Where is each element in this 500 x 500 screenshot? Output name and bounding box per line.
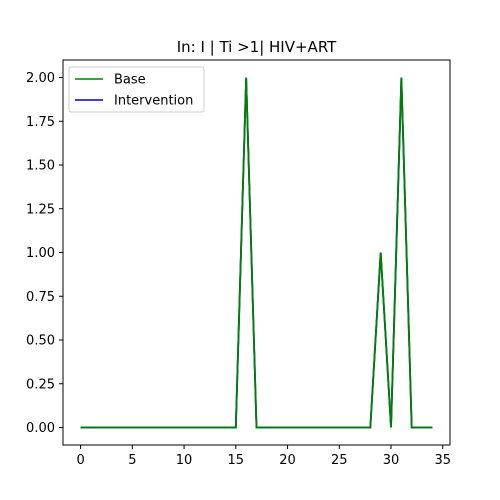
chart-title: In: I | Ti >1| HIV+ART — [177, 38, 337, 56]
x-tick-label: 30 — [383, 453, 400, 468]
y-tick-label: 1.00 — [26, 246, 55, 261]
x-tick-label: 35 — [434, 453, 451, 468]
x-tick-label: 0 — [76, 453, 84, 468]
x-tick-label: 20 — [279, 453, 296, 468]
y-tick-label: 0.25 — [26, 377, 55, 392]
y-tick-label: 1.25 — [26, 202, 55, 217]
y-tick-label: 2.00 — [26, 71, 55, 86]
x-tick-label: 25 — [331, 453, 348, 468]
ticks: 0 5 10 15 20 25 30 35 0.00 0.25 0.50 0.75 1.00 1.25 1.… — [26, 71, 451, 468]
x-tick-label: 5 — [128, 453, 136, 468]
y-tick-label: 0.50 — [26, 334, 55, 349]
y-tick-label: 1.50 — [26, 159, 55, 174]
x-tick-label: 15 — [228, 453, 245, 468]
x-tick-label: 10 — [176, 453, 193, 468]
plot-area — [80, 77, 433, 429]
y-tick-label: 0.75 — [26, 290, 55, 305]
legend-label-intervention: Intervention — [114, 94, 193, 109]
y-tick-label: 0.00 — [26, 421, 55, 436]
y-tick-label: 1.75 — [26, 115, 55, 130]
legend: Base Intervention — [68, 66, 205, 113]
legend-label-base: Base — [114, 73, 146, 88]
